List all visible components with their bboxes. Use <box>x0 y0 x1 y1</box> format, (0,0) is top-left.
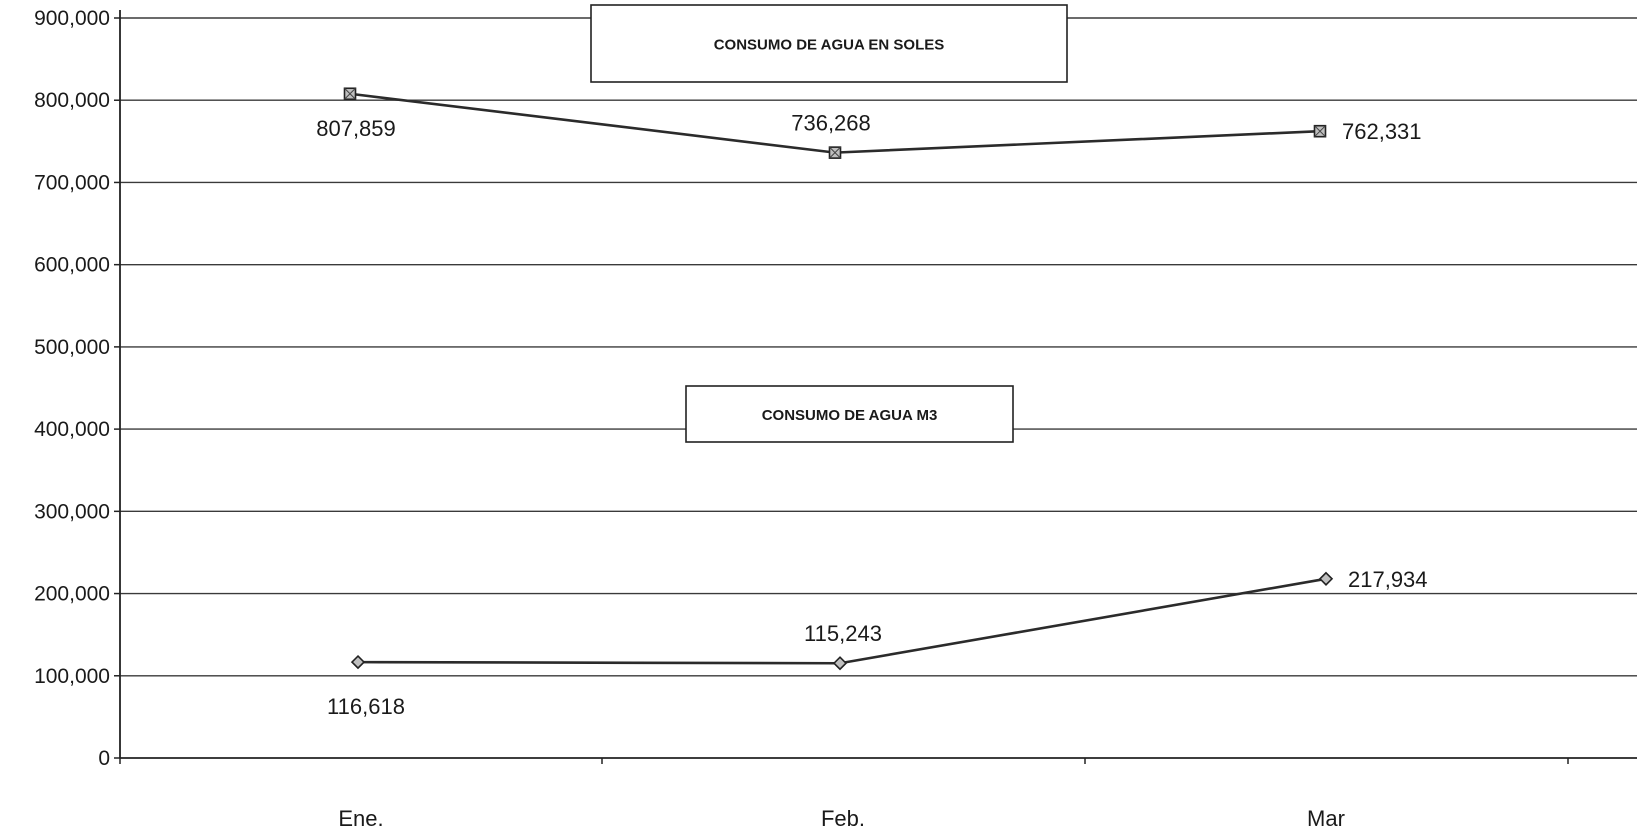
data-label: 116,618 <box>327 694 405 719</box>
x-tick-label: Ene. <box>338 806 383 831</box>
series-title-box <box>590 4 1068 83</box>
y-tick-label: 600,000 <box>34 254 110 277</box>
y-tick-label: 100,000 <box>34 665 110 688</box>
axes: 0 100,000 200,000 300,000 400,000 500,000 600,… <box>34 7 1637 831</box>
data-point-diamond <box>832 656 848 671</box>
data-point-hatch <box>1314 125 1326 138</box>
series-title-box <box>685 385 1014 443</box>
series-title: CONSUMO DE AGUA M3 <box>762 407 938 424</box>
x-tick-label: Feb. <box>821 806 865 831</box>
data-point-diamond <box>350 654 366 670</box>
data-point-hatch <box>344 87 356 100</box>
x-tick-label: Mar <box>1307 806 1345 831</box>
data-label: 807,859 <box>316 116 396 141</box>
data-labels: 807,859 736,268 762,331 116,618 115,243 217,9… <box>316 111 1427 719</box>
series-titles: CONSUMO DE AGUA EN SOLES CONSUMO DE AGUA … <box>590 4 1068 443</box>
data-label: 115,243 <box>804 621 882 646</box>
data-label: 736,268 <box>791 111 871 136</box>
data-point-hatch <box>829 146 841 159</box>
y-tick-label: 800,000 <box>34 89 110 112</box>
y-tick-label: 300,000 <box>34 500 110 523</box>
series-title: CONSUMO DE AGUA EN SOLES <box>714 37 945 54</box>
y-tick-label: 500,000 <box>34 336 110 359</box>
y-tick-label: 0 <box>98 747 110 770</box>
series-lines <box>343 87 1334 671</box>
y-tick-label: 200,000 <box>34 583 110 606</box>
data-label: 217,934 <box>1348 567 1428 592</box>
y-tick-label: 700,000 <box>34 171 110 194</box>
y-tick-label: 900,000 <box>34 7 110 30</box>
data-point-diamond <box>1318 571 1334 586</box>
y-tick-label: 400,000 <box>34 418 110 441</box>
data-label: 762,331 <box>1342 119 1422 144</box>
